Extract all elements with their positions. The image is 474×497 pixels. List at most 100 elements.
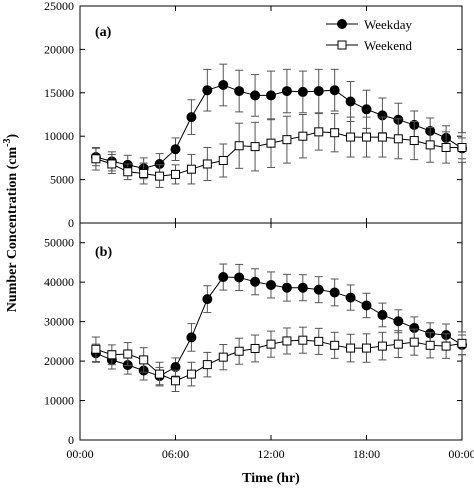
point-weekend-b-18 — [377, 341, 387, 351]
point-weekday-b-12 — [281, 282, 292, 293]
point-weekend-b-21 — [425, 340, 435, 350]
point-weekend-a-18 — [377, 132, 387, 142]
point-weekend-a-9 — [234, 141, 244, 151]
point-weekday-a-16 — [345, 96, 356, 107]
point-weekend-b-7 — [202, 360, 212, 370]
point-weekend-b-20 — [409, 337, 419, 347]
point-weekday-b-10 — [250, 276, 261, 287]
point-weekend-a-12 — [282, 135, 292, 145]
y-tick-label-b-0: 0 — [68, 433, 74, 447]
panel-a-label: (a) — [95, 25, 112, 40]
point-weekend-b-17 — [362, 343, 371, 353]
point-weekend-b-13 — [298, 335, 308, 345]
x-axis-title: Time (hr) — [242, 471, 300, 486]
point-weekday-b-7 — [202, 294, 213, 305]
point-weekday-b-11 — [266, 279, 276, 290]
x-tick-label-0: 00:00 — [66, 447, 93, 461]
y-tick-label-b-4: 40000 — [44, 275, 74, 289]
point-weekend-b-15 — [330, 340, 340, 350]
point-weekday-a-12 — [281, 86, 292, 97]
point-weekend-a-1 — [107, 159, 117, 169]
point-weekday-a-13 — [297, 86, 308, 97]
point-weekday-b-15 — [329, 287, 340, 298]
series-weekday-a — [90, 63, 467, 180]
point-weekend-a-3 — [139, 169, 149, 179]
point-weekday-a-6 — [186, 112, 197, 123]
point-weekend-a-0 — [91, 154, 101, 164]
point-weekend-a-15 — [330, 128, 340, 138]
point-weekend-b-12 — [282, 336, 292, 346]
line-weekday-a — [95, 84, 463, 169]
y-tick-label-b-3: 30000 — [44, 315, 74, 329]
panel-b-label: (b) — [95, 245, 112, 260]
point-weekend-a-16 — [346, 132, 356, 142]
point-weekend-a-5 — [171, 169, 180, 179]
x-tick-label-2: 12:00 — [257, 447, 284, 461]
line-weekend-b — [95, 339, 463, 382]
point-weekend-b-2 — [123, 349, 133, 359]
point-weekend-a-2 — [123, 167, 133, 177]
point-weekend-a-21 — [425, 140, 435, 150]
point-weekend-b-5 — [171, 376, 180, 386]
y-tick-label-b-2: 20000 — [44, 354, 74, 368]
point-weekend-a-20 — [409, 136, 419, 146]
point-weekday-a-11 — [266, 90, 276, 101]
point-weekend-a-14 — [314, 127, 324, 137]
point-weekend-a-7 — [202, 159, 212, 169]
point-weekend-b-6 — [186, 369, 196, 379]
series-weekday-b — [90, 263, 467, 386]
point-weekend-b-8 — [218, 352, 228, 362]
legend-weekend-marker — [337, 40, 347, 50]
panel-b: 0 10000 20000 30000 40000 50000 (b) — [44, 222, 467, 447]
point-weekday-a-9 — [234, 86, 245, 97]
point-weekend-a-11 — [266, 138, 276, 148]
x-tick-label-4: 00:00 — [448, 447, 474, 461]
point-weekday-b-13 — [297, 282, 308, 293]
point-weekday-a-14 — [313, 86, 324, 97]
point-weekday-b-18 — [377, 309, 388, 320]
point-weekend-b-9 — [234, 346, 244, 356]
point-weekend-a-17 — [362, 132, 371, 142]
y-tick-label-a-4: 20000 — [44, 42, 74, 56]
legend: Weekday Weekend — [326, 17, 413, 53]
point-weekday-b-16 — [345, 292, 356, 303]
point-weekend-a-8 — [218, 156, 228, 166]
point-weekday-b-19 — [393, 316, 404, 327]
point-weekend-b-19 — [393, 339, 403, 349]
y-axis-title: Number Concentration (cm-3) — [2, 133, 20, 312]
point-weekend-a-22 — [441, 142, 451, 152]
point-weekday-a-7 — [202, 85, 213, 96]
legend-weekday-label: Weekday — [364, 17, 413, 32]
point-weekday-b-14 — [313, 284, 324, 295]
line-weekend-a — [95, 131, 462, 177]
point-weekend-b-4 — [155, 369, 165, 379]
legend-weekend-label: Weekend — [364, 38, 413, 53]
point-weekend-a-13 — [298, 131, 308, 141]
point-weekday-b-9 — [234, 272, 245, 283]
point-weekend-b-16 — [346, 343, 356, 353]
legend-weekday-marker — [337, 19, 347, 29]
point-weekday-a-17 — [361, 104, 372, 115]
y-axis-title-sup: -3 — [2, 138, 13, 146]
point-weekday-a-10 — [250, 90, 261, 101]
y-tick-label-b-5: 50000 — [44, 236, 74, 250]
point-weekend-b-23 — [457, 338, 467, 348]
point-weekday-a-5 — [170, 144, 181, 155]
point-weekday-b-6 — [186, 332, 197, 343]
point-weekend-a-6 — [186, 164, 196, 174]
x-tick-label-1: 06:00 — [162, 447, 189, 461]
panel-a: 0 5000 10000 15000 20000 25000 (a) Weekday We… — [44, 0, 467, 230]
point-weekday-a-8 — [218, 79, 229, 90]
y-tick-label-a-1: 5000 — [50, 173, 74, 187]
y-tick-label-b-1: 10000 — [44, 394, 74, 408]
point-weekend-b-0 — [91, 344, 101, 354]
y-axis-title-end: ) — [5, 133, 20, 138]
x-tick-label-3: 18:00 — [353, 447, 380, 461]
point-weekend-a-19 — [393, 134, 403, 144]
point-weekday-b-17 — [361, 300, 372, 311]
series-weekend-a — [91, 113, 467, 188]
point-weekday-b-8 — [218, 272, 229, 283]
point-weekend-b-22 — [441, 341, 451, 351]
point-weekend-b-11 — [266, 339, 276, 349]
